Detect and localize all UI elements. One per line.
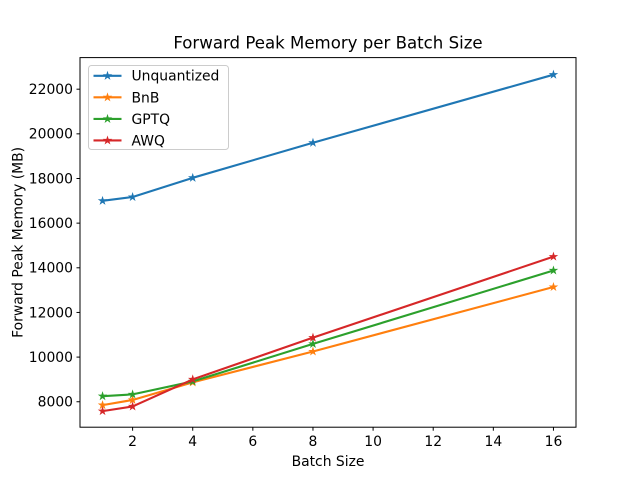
data-point-gptq: [548, 265, 559, 275]
x-tick-label: 12: [424, 434, 442, 450]
data-point-awq: [127, 401, 138, 411]
legend-box: [88, 65, 229, 150]
x-tick-label: 2: [128, 434, 137, 450]
x-axis-label: Batch Size: [292, 454, 365, 470]
axes-layer: 2 4 6 8 10 12 14 16 8000 10000 12000 14000 16000 1800…: [29, 57, 577, 450]
data-point-bnb: [127, 394, 138, 405]
legend: Unquantized BnB GPTQ AWQ: [88, 65, 229, 150]
y-axis-label: Forward Peak Memory (MB): [11, 147, 27, 338]
legend-label-bnb: BnB: [132, 90, 160, 106]
legend-marker: [102, 135, 113, 145]
plot-area-border: [79, 57, 577, 428]
series-line-bnb: [102, 285, 554, 407]
y-tick-label: 12000: [29, 305, 73, 321]
data-point-gptq: [308, 338, 318, 348]
x-tick-label: 16: [545, 434, 563, 450]
data-point-bnb: [308, 346, 318, 356]
x-tick-label: 4: [188, 434, 197, 450]
data-point-bnb: [97, 400, 108, 410]
y-tick-label: 20000: [29, 127, 73, 143]
data-point-awq: [97, 406, 108, 416]
y-tick-label: 18000: [29, 171, 73, 187]
series-layer: [97, 69, 559, 416]
data-point-bnb: [548, 282, 559, 292]
data-point-awq: [548, 251, 559, 261]
legend-marker: [102, 113, 113, 123]
legend-marker: [102, 70, 113, 80]
data-point-gptq: [97, 391, 108, 401]
data-point-awq: [187, 374, 198, 384]
y-tick-label: 22000: [29, 82, 73, 98]
data-point-gptq: [127, 389, 138, 399]
x-tick-label: 10: [364, 434, 382, 450]
x-tick-label: 8: [309, 434, 318, 450]
legend-marker: [102, 92, 113, 102]
y-tick-label: 10000: [29, 350, 73, 366]
x-tick-label: 6: [248, 434, 257, 450]
y-tick-label: 14000: [29, 261, 73, 277]
data-point-unquantized: [127, 192, 138, 202]
y-tick-label: 8000: [38, 395, 73, 411]
x-tick-label: 14: [484, 434, 502, 450]
chart-title: Forward Peak Memory per Batch Size: [173, 34, 482, 53]
legend-label-unquantized: Unquantized: [132, 69, 220, 85]
y-tick-label: 16000: [29, 216, 73, 232]
legend-label-gptq: GPTQ: [132, 112, 171, 128]
data-point-unquantized: [187, 172, 198, 182]
data-point-unquantized: [97, 195, 108, 205]
legend-label-awq: AWQ: [132, 133, 165, 149]
data-point-unquantized: [308, 137, 318, 147]
data-point-awq: [308, 332, 318, 342]
data-point-unquantized: [548, 69, 559, 79]
